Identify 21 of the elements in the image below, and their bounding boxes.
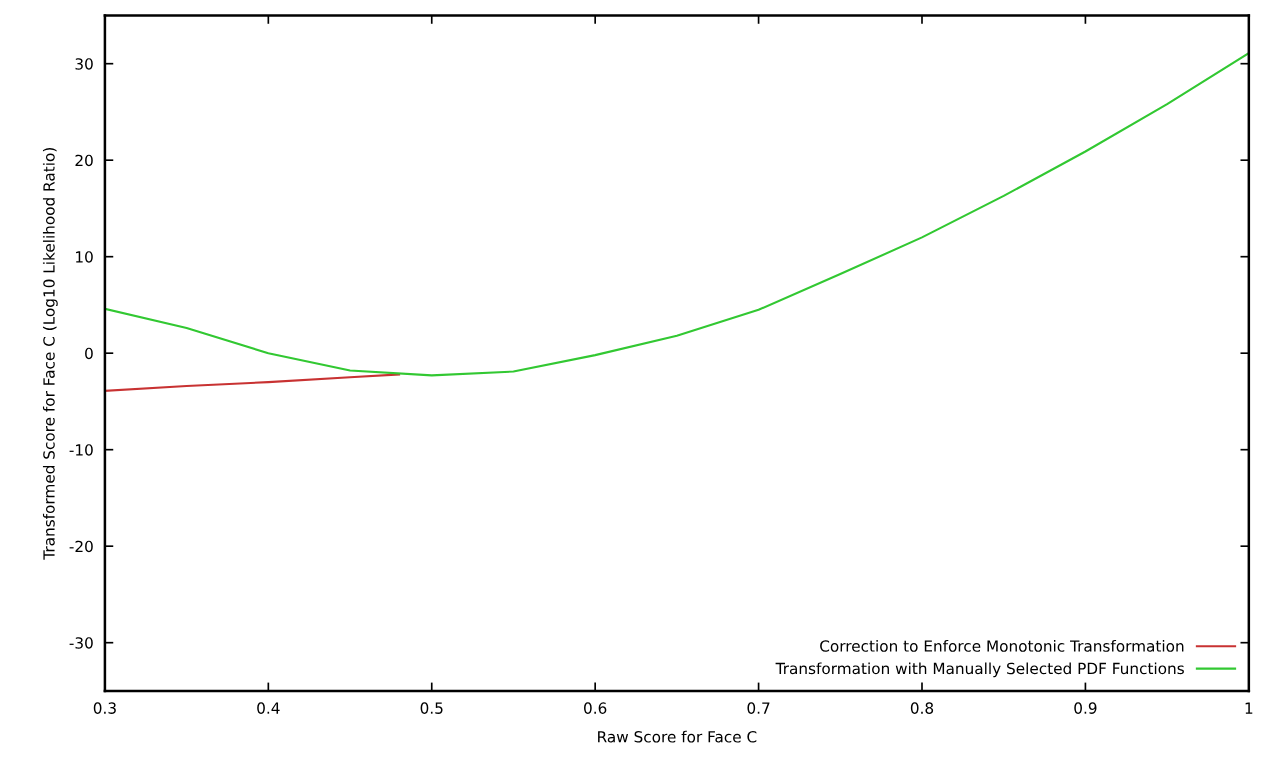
x-tick-label: 0.9 [1074,702,1097,714]
x-tick-label: 0.3 [93,702,116,714]
x-tick-label: 1 [1245,702,1253,714]
y-tick-label: 30 [75,58,93,70]
y-tick-label: -30 [69,637,93,649]
x-axis-title: Raw Score for Face C [598,730,757,743]
x-tick-label: 0.8 [910,702,934,714]
line-series [104,52,1249,377]
y-tick-label: 20 [75,154,93,167]
line-series [104,373,401,392]
x-tick-label: 0.6 [584,702,607,714]
legend-label: Correction to Enforce Monotonic Transformation [820,639,1184,652]
y-tick-label: 10 [76,251,93,263]
y-tick-label: -20 [69,540,93,553]
x-tick-label: 0.5 [420,702,443,714]
x-tick-label: 0.7 [747,702,770,714]
x-tick-label: 0.4 [257,702,280,714]
y-tick-label: 0 [85,347,93,360]
y-tick-label: -10 [69,444,93,456]
legend-label: Transformation with Manually Selected PDF Functions [775,662,1184,678]
y-axis-title: Transformed Score for Face C (Log10 Likelihood Ratio) [42,148,58,560]
